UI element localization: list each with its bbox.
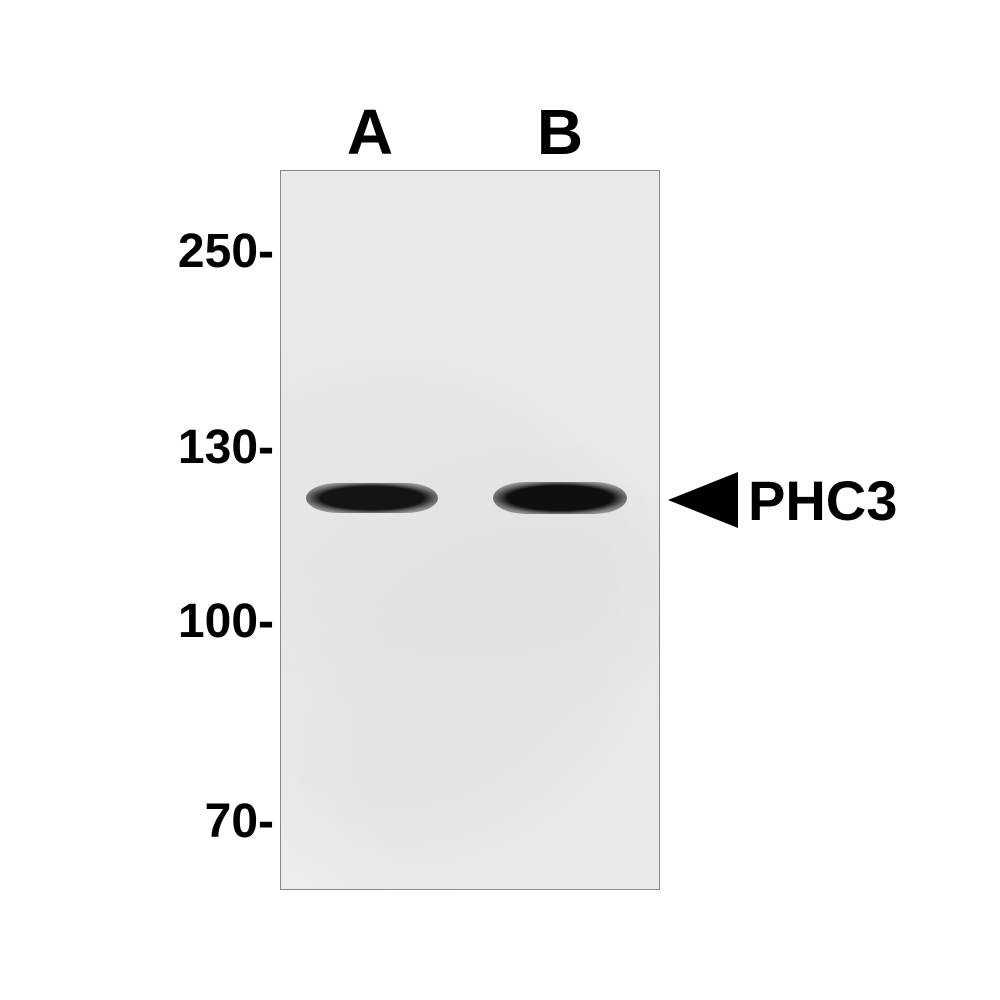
lane-label-b: B	[520, 95, 600, 169]
marker-70: 70-	[205, 794, 274, 849]
target-label: PHC3	[748, 468, 897, 533]
blot-film-noise	[281, 171, 659, 889]
marker-100: 100-	[178, 594, 274, 649]
marker-250: 250-	[178, 224, 274, 279]
arrowhead-icon	[668, 472, 738, 528]
blot-film	[280, 170, 660, 890]
band-lane-b	[493, 482, 627, 514]
band-lane-a	[306, 483, 438, 513]
figure-canvas: A B 250- 130- 100- 70- PHC3	[0, 0, 1000, 1000]
lane-label-a: A	[330, 95, 410, 169]
marker-130: 130-	[178, 420, 274, 475]
